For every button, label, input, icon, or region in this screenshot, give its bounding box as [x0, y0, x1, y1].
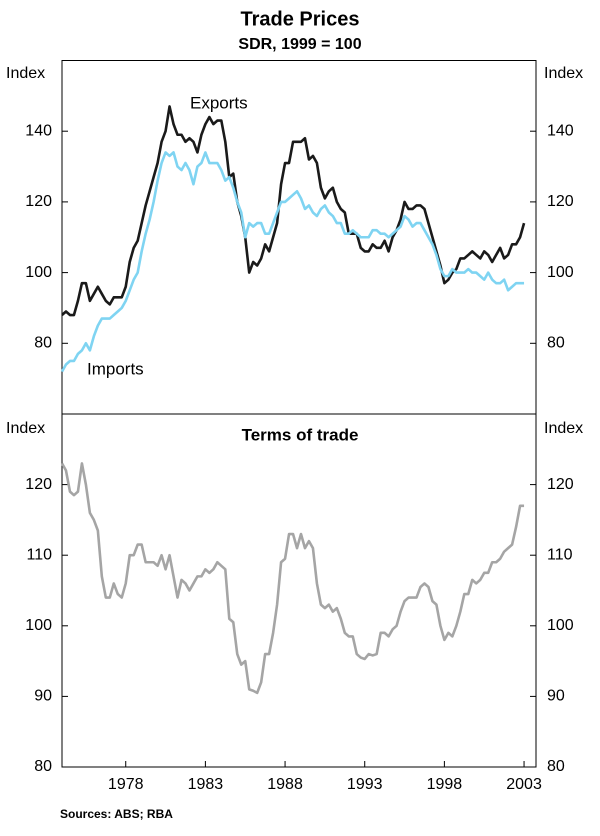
y2-axis-label: Index: [544, 420, 583, 437]
x-tick-label: 1983: [188, 776, 224, 793]
y-tick-label: 140: [25, 122, 52, 139]
y2-tick-label: 120: [547, 193, 574, 210]
y2-tick-label: 140: [547, 122, 574, 139]
y-tick-label: 120: [25, 193, 52, 210]
series-line: [60, 462, 525, 695]
y2-tick-label: 100: [547, 617, 574, 634]
series-line: [60, 151, 525, 373]
chart-subtitle: SDR, 1999 = 100: [238, 36, 361, 53]
y-tick-label: 90: [34, 688, 52, 705]
y-tick-label: 120: [25, 476, 52, 493]
y2-tick-label: 80: [547, 758, 565, 775]
y-tick-label: 80: [34, 335, 52, 352]
x-tick-label: 1998: [427, 776, 463, 793]
y2-tick-label: 80: [547, 335, 565, 352]
chart-title: Trade Prices: [241, 8, 360, 30]
y2-tick-label: 120: [547, 476, 574, 493]
y2-axis-label: Index: [544, 65, 583, 82]
y-axis-label: Index: [6, 65, 45, 82]
y-tick-label: 110: [26, 546, 52, 563]
source-note: Sources: ABS; RBA: [60, 807, 173, 821]
series-line: [61, 105, 526, 317]
x-tick-label: 1988: [267, 776, 303, 793]
y-tick-label: 100: [25, 264, 52, 281]
series-label: Exports: [190, 93, 248, 112]
series-label: Imports: [87, 359, 144, 378]
panel-title: Terms of trade: [242, 425, 359, 444]
y2-tick-label: 100: [547, 264, 574, 281]
y2-tick-label: 110: [547, 546, 573, 563]
y2-tick-label: 90: [547, 688, 565, 705]
y-tick-label: 100: [25, 617, 52, 634]
x-tick-label: 2003: [506, 776, 542, 793]
x-tick-label: 1993: [347, 776, 383, 793]
x-tick-label: 1978: [108, 776, 144, 793]
y-tick-label: 80: [34, 758, 52, 775]
y-axis-label: Index: [6, 420, 45, 437]
